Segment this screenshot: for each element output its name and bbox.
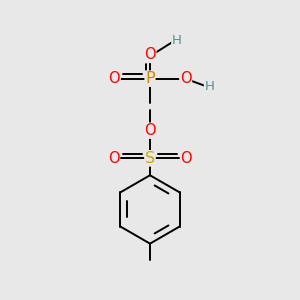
Text: O: O bbox=[180, 151, 192, 166]
Text: O: O bbox=[108, 151, 120, 166]
Text: O: O bbox=[144, 47, 156, 62]
Text: S: S bbox=[145, 151, 155, 166]
Text: H: H bbox=[172, 34, 182, 47]
Text: O: O bbox=[144, 123, 156, 138]
Text: O: O bbox=[180, 71, 191, 86]
Text: P: P bbox=[145, 71, 155, 86]
Text: H: H bbox=[205, 80, 214, 94]
Text: O: O bbox=[109, 71, 120, 86]
